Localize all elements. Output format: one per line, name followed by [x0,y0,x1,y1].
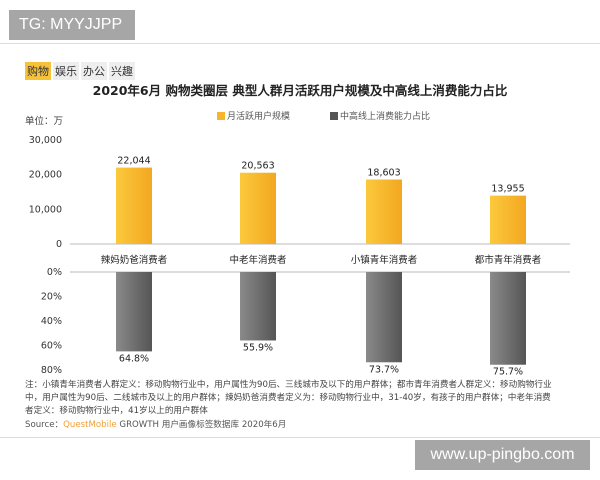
data-label: 75.7% [493,367,523,378]
y-tick-label: 10,000 [29,204,62,215]
watermark-top: TG: MYYJJPP [9,10,135,40]
y-tick-label: 30,000 [29,135,62,146]
tag-entertainment[interactable]: 娱乐 [53,62,79,80]
y-tick-label: 0 [56,239,62,250]
legend-ratio: 中高线上消费能力占比 [330,109,430,122]
data-label: 22,044 [117,156,150,167]
data-label: 13,955 [491,184,524,195]
source-brand: QuestMobile [63,420,117,430]
tag-interest[interactable]: 兴趣 [109,62,135,80]
bar-ratio [366,272,402,363]
data-label: 64.8% [119,353,149,364]
x-category-label: 中老年消费者 [229,254,286,266]
bar-mau [366,179,402,244]
x-category-label: 小镇青年消费者 [351,254,418,266]
data-label: 55.9% [243,342,273,353]
bar-ratio [116,272,152,352]
chart-card [0,43,600,438]
bar-ratio [240,272,276,341]
tag-shopping[interactable]: 购物 [25,62,51,80]
bar-mau [116,167,152,244]
chart-title: 2020年6月 购物类圈层 典型人群月活跃用户规模及中高线上消费能力占比 [92,83,508,98]
bar-ratio [490,272,526,365]
legend-mau: 月活跃用户规模 [217,109,290,122]
tag-office[interactable]: 办公 [81,62,107,80]
y-tick-label: 40% [41,316,62,327]
data-label: 20,563 [241,161,274,172]
x-category-label: 辣妈奶爸消费者 [101,254,168,266]
data-label: 18,603 [367,168,400,179]
unit-label: 单位：万 [25,116,64,127]
category-tags: 购物 娱乐 办公 兴趣 [25,62,135,80]
legend-swatch [330,111,338,120]
watermark-bottom: www.up-pingbo.com [415,440,590,470]
y-tick-label: 20% [41,292,62,303]
source-rest: GROWTH 用户画像标签数据库 2020年6月 [116,420,287,430]
y-tick-label: 0% [47,267,62,278]
y-tick-label: 80% [41,365,62,376]
bar-mau [490,195,526,244]
data-label: 73.7% [369,364,399,375]
source-prefix: Source： [25,420,64,430]
y-tick-label: 60% [41,341,62,352]
legend-swatch [217,111,225,120]
legend-label: 中高线上消费能力占比 [340,112,431,122]
source-line: Source：QuestMobile GROWTH 用户画像标签数据库 2020… [25,418,286,430]
footnote: 注：小镇青年消费者人群定义：移动购物行业中，用户属性为90后、三线城市及以下的用… [25,380,552,416]
x-category-label: 都市青年消费者 [475,254,542,266]
y-tick-label: 20,000 [29,170,62,181]
legend-label: 月活跃用户规模 [227,112,291,122]
bar-mau [240,172,276,244]
